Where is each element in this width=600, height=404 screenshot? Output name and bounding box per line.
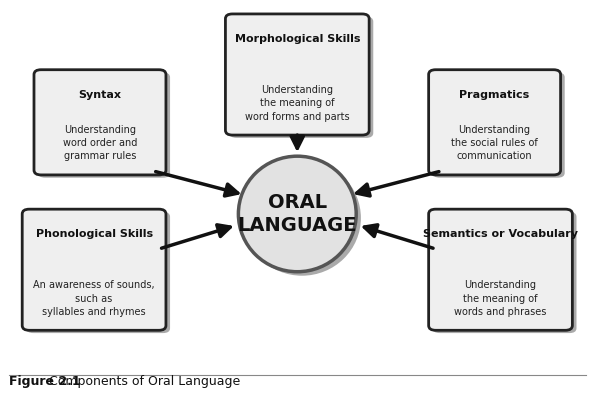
Text: Components of Oral Language: Components of Oral Language xyxy=(49,375,240,388)
FancyBboxPatch shape xyxy=(34,70,166,175)
Text: Understanding
the social rules of
communication: Understanding the social rules of commun… xyxy=(451,125,538,161)
Text: ORAL
LANGUAGE: ORAL LANGUAGE xyxy=(238,193,357,235)
Text: Understanding
word order and
grammar rules: Understanding word order and grammar rul… xyxy=(63,125,137,161)
Text: Pragmatics: Pragmatics xyxy=(460,90,530,100)
Text: Syntax: Syntax xyxy=(79,90,121,100)
Text: Understanding
the meaning of
word forms and parts: Understanding the meaning of word forms … xyxy=(245,85,350,122)
FancyBboxPatch shape xyxy=(433,72,565,178)
FancyBboxPatch shape xyxy=(226,14,369,135)
Text: Morphological Skills: Morphological Skills xyxy=(235,34,360,44)
FancyBboxPatch shape xyxy=(428,209,572,330)
Text: Figure 2.1: Figure 2.1 xyxy=(8,375,80,388)
Text: Understanding
the meaning of
words and phrases: Understanding the meaning of words and p… xyxy=(454,280,547,317)
Text: An awareness of sounds,
such as
syllables and rhymes: An awareness of sounds, such as syllable… xyxy=(33,280,155,317)
Text: Semantics or Vocabulary: Semantics or Vocabulary xyxy=(423,229,578,239)
Ellipse shape xyxy=(238,156,356,272)
FancyBboxPatch shape xyxy=(230,17,373,138)
FancyBboxPatch shape xyxy=(26,212,170,333)
Ellipse shape xyxy=(243,160,361,276)
Text: Phonological Skills: Phonological Skills xyxy=(35,229,152,239)
FancyBboxPatch shape xyxy=(22,209,166,330)
FancyBboxPatch shape xyxy=(433,212,577,333)
FancyBboxPatch shape xyxy=(38,72,170,178)
FancyBboxPatch shape xyxy=(428,70,560,175)
